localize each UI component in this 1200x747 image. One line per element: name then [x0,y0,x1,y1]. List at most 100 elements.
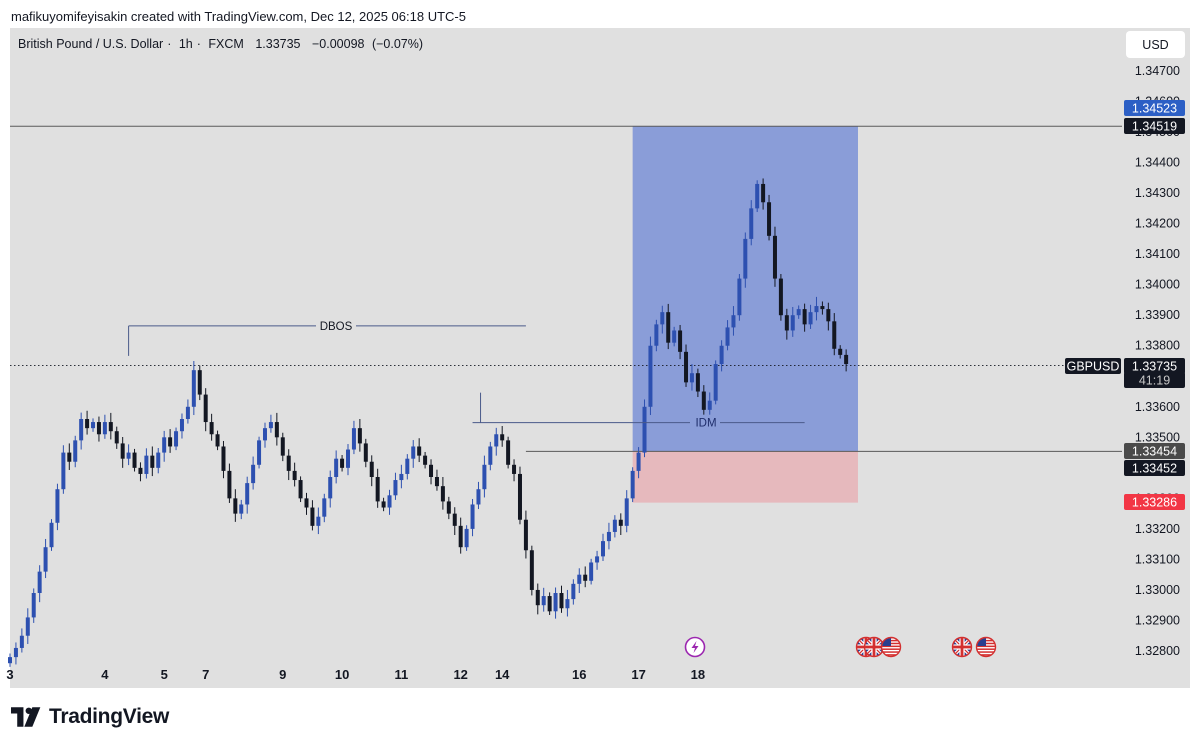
candle-body [150,455,155,468]
candle-body [328,477,333,499]
candle-body [660,312,665,325]
symbol-name: British Pound / U.S. Dollar [18,37,164,51]
profit-zone[interactable] [632,126,858,452]
y-tick-label: 1.34000 [1135,278,1180,292]
candle-body [571,583,576,600]
candle-body [381,501,386,508]
x-tick-label: 10 [335,667,349,682]
candle-body [346,449,351,468]
candle-body [529,550,534,590]
candle-body [387,495,392,508]
candle-body [67,452,72,462]
legend-sep: · [167,37,172,51]
candle-body [417,446,422,456]
candle-body [512,464,517,474]
x-tick-label: 11 [395,667,409,682]
candle-body [488,446,493,465]
candle-body [233,498,238,514]
candle-body [8,657,12,664]
loss-zone[interactable] [632,451,858,503]
y-tick-label: 1.33100 [1135,552,1180,566]
candle-body [310,507,315,526]
candle-body [654,324,659,346]
x-tick-label: 14 [495,667,510,682]
candle-body [49,522,54,548]
y-tick-label: 1.33600 [1135,400,1180,414]
symbol-change-pct: (−0.07%) [371,37,424,51]
candle-body [808,312,813,325]
candle-body [719,345,724,365]
candle-body [411,446,416,459]
us-flag-icon[interactable] [881,637,901,657]
candle-body [55,489,60,523]
candle-body [802,309,807,325]
candle-body [215,434,220,447]
candle-body [120,443,125,459]
candle-body [577,574,582,584]
chart-credit: mafikuyomifeyisakin created with Trading… [11,9,466,24]
stop-price-badge: 1.33286 [1132,496,1177,510]
candle-body [138,467,143,474]
candle-body [79,419,84,441]
y-tick-label: 1.34700 [1135,64,1180,78]
candle-body [612,519,617,532]
y-tick-label: 1.33900 [1135,308,1180,322]
candle-body [19,635,24,648]
candle-body [126,452,131,459]
y-tick-label: 1.33800 [1135,339,1180,353]
symbol-exchange: FXCM [208,37,244,51]
stop-price-badge-bg [1124,494,1185,510]
candle-body [25,617,30,636]
y-tick-label: 1.34200 [1135,217,1180,231]
candle-body [227,470,232,499]
candle-body [434,477,439,487]
idm-label: IDM [695,418,716,430]
candle-body [672,330,677,343]
y-tick-label: 1.33200 [1135,522,1180,536]
candle-body [405,458,410,474]
candle-body [470,504,475,529]
entry-line-price-badge-bg [1124,460,1185,476]
candle-body [156,452,161,468]
y-tick-label: 1.32900 [1135,613,1180,627]
candle-body [767,202,772,236]
target-price-badge: 1.34523 [1132,102,1177,116]
candle-body [761,183,766,203]
candle-body [334,458,339,477]
candle-body [168,437,173,447]
candle-body [185,406,190,419]
candle-body [37,571,42,593]
tradingview-logo[interactable]: TradingView [11,705,169,729]
x-tick-label: 5 [161,667,168,682]
symbol-badge: GBPUSD [1067,360,1120,374]
candle-body [772,235,777,279]
x-tick-label: 12 [453,667,467,682]
candle-body [440,486,445,502]
candle-body [684,351,689,383]
candle-body [268,422,273,429]
candle-body [316,516,321,526]
candle-body [423,455,428,465]
symbol-badge-bg [1065,358,1121,374]
symbol-legend[interactable]: British Pound / U.S. Dollar · 1h · FXCM 1.… [18,37,427,51]
us-flag-icon[interactable] [976,637,996,657]
chart-frame[interactable]: British Pound / U.S. Dollar · 1h · FXCM 1.… [10,28,1190,688]
candle-body [523,519,528,551]
candle-body [583,574,588,581]
candle-body [304,498,309,508]
candle-body [298,480,303,499]
upper-line-price-badge: 1.34519 [1132,120,1177,134]
candle-body [399,473,404,481]
candle-body [636,452,641,471]
candle-body [482,464,487,490]
candle-body [701,391,706,410]
countdown-badge-bg [1124,372,1185,388]
entry-line-price-badge: 1.33452 [1132,462,1177,476]
candle-body [340,458,345,468]
x-tick-label: 3 [6,667,13,682]
candle-body [191,370,196,407]
currency-button[interactable]: USD [1126,31,1185,58]
candle-body [844,354,849,365]
candle-body [203,394,208,423]
